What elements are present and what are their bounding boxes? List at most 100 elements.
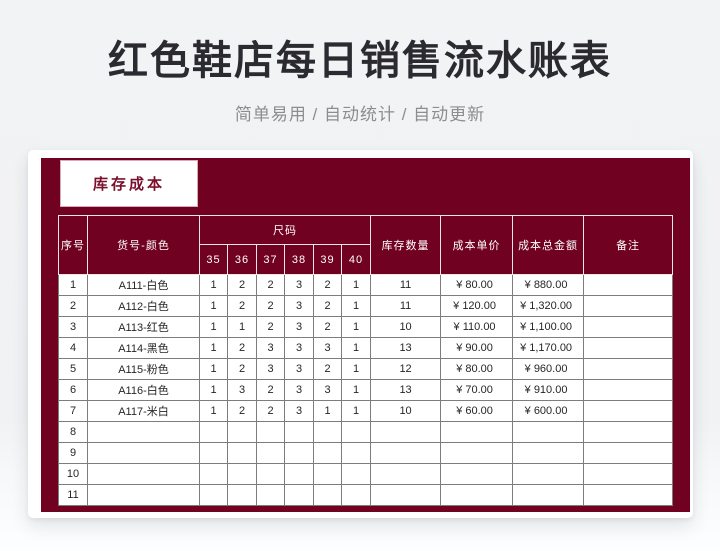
cell-remark[interactable] — [583, 295, 674, 317]
cell-unit-cost[interactable] — [440, 442, 514, 464]
cell-size-39[interactable]: 2 — [313, 274, 342, 296]
cell-stock-qty[interactable]: 10 — [370, 400, 442, 422]
cell-size-39[interactable]: 3 — [313, 337, 342, 359]
cell-remark[interactable] — [583, 274, 674, 296]
cell-stock-qty[interactable]: 13 — [370, 337, 442, 359]
cell-size-36[interactable]: 3 — [227, 379, 257, 401]
cell-size-37[interactable]: 3 — [256, 358, 285, 380]
cell-total-cost[interactable]: ¥ 600.00 — [512, 400, 585, 422]
cell-item-color[interactable]: A117-米白 — [87, 400, 200, 422]
cell-size-36[interactable]: 1 — [227, 316, 257, 338]
cell-size-39[interactable]: 2 — [313, 358, 342, 380]
cell-size-36[interactable] — [227, 484, 257, 506]
cell-item-color[interactable] — [87, 463, 200, 485]
cell-item-color[interactable]: A114-黑色 — [87, 337, 200, 359]
cell-index[interactable]: 11 — [58, 484, 88, 506]
cell-size-38[interactable] — [284, 421, 314, 443]
cell-unit-cost[interactable] — [440, 463, 514, 485]
cell-total-cost[interactable] — [512, 484, 585, 506]
cell-size-35[interactable]: 1 — [199, 358, 228, 380]
cell-total-cost[interactable]: ¥ 1,100.00 — [512, 316, 585, 338]
cell-unit-cost[interactable]: ¥ 70.00 — [440, 379, 514, 401]
cell-total-cost[interactable]: ¥ 880.00 — [512, 274, 585, 296]
cell-size-39[interactable]: 3 — [313, 379, 342, 401]
cell-total-cost[interactable] — [512, 421, 585, 443]
cell-stock-qty[interactable] — [370, 484, 442, 506]
cell-remark[interactable] — [583, 316, 674, 338]
cell-size-35[interactable]: 1 — [199, 295, 228, 317]
cell-total-cost[interactable]: ¥ 960.00 — [512, 358, 585, 380]
cell-size-35[interactable]: 1 — [199, 337, 228, 359]
cell-total-cost[interactable]: ¥ 1,170.00 — [512, 337, 585, 359]
cell-total-cost[interactable] — [512, 463, 585, 485]
cell-size-37[interactable]: 2 — [256, 379, 285, 401]
cell-stock-qty[interactable] — [370, 463, 442, 485]
cell-size-40[interactable] — [340, 421, 372, 443]
cell-unit-cost[interactable] — [440, 484, 514, 506]
cell-size-36[interactable] — [227, 421, 257, 443]
cell-size-36[interactable]: 2 — [227, 295, 257, 317]
cell-size-38[interactable]: 3 — [284, 295, 314, 317]
cell-remark[interactable] — [583, 484, 674, 506]
cell-stock-qty[interactable]: 11 — [370, 274, 442, 296]
cell-size-39[interactable] — [313, 421, 342, 443]
cell-item-color[interactable]: A116-白色 — [87, 379, 200, 401]
cell-stock-qty[interactable] — [370, 442, 442, 464]
cell-unit-cost[interactable]: ¥ 90.00 — [440, 337, 514, 359]
cell-remark[interactable] — [583, 379, 674, 401]
cell-size-35[interactable]: 1 — [199, 274, 228, 296]
cell-size-37[interactable] — [256, 484, 285, 506]
cell-stock-qty[interactable]: 12 — [370, 358, 442, 380]
cell-unit-cost[interactable]: ¥ 110.00 — [440, 316, 514, 338]
cell-stock-qty[interactable]: 13 — [370, 379, 442, 401]
cell-size-40[interactable]: 1 — [340, 358, 372, 380]
cell-item-color[interactable]: A113-红色 — [87, 316, 200, 338]
cell-size-37[interactable]: 2 — [256, 400, 285, 422]
cell-item-color[interactable]: A112-白色 — [87, 295, 200, 317]
cell-remark[interactable] — [583, 442, 674, 464]
cell-size-38[interactable]: 3 — [284, 337, 314, 359]
cell-size-37[interactable]: 2 — [256, 295, 285, 317]
cell-size-39[interactable]: 2 — [313, 295, 342, 317]
cell-size-40[interactable]: 1 — [340, 400, 372, 422]
cell-unit-cost[interactable]: ¥ 120.00 — [440, 295, 514, 317]
cell-size-36[interactable] — [227, 463, 257, 485]
cell-remark[interactable] — [583, 337, 674, 359]
cell-index[interactable]: 3 — [58, 316, 88, 338]
cell-size-40[interactable] — [340, 484, 372, 506]
cell-item-color[interactable] — [87, 442, 200, 464]
cell-size-38[interactable] — [284, 463, 314, 485]
cell-size-40[interactable]: 1 — [340, 316, 372, 338]
cell-size-38[interactable]: 3 — [284, 400, 314, 422]
cell-size-40[interactable]: 1 — [340, 274, 372, 296]
cell-size-38[interactable]: 3 — [284, 358, 314, 380]
cell-size-37[interactable] — [256, 463, 285, 485]
cell-remark[interactable] — [583, 421, 674, 443]
cell-size-39[interactable] — [313, 484, 342, 506]
cell-remark[interactable] — [583, 463, 674, 485]
cell-unit-cost[interactable] — [440, 421, 514, 443]
cell-stock-qty[interactable] — [370, 421, 442, 443]
cell-remark[interactable] — [583, 358, 674, 380]
cell-size-35[interactable] — [199, 421, 228, 443]
cell-size-38[interactable]: 3 — [284, 274, 314, 296]
cell-stock-qty[interactable]: 10 — [370, 316, 442, 338]
cell-size-35[interactable] — [199, 484, 228, 506]
cell-index[interactable]: 7 — [58, 400, 88, 422]
cell-size-35[interactable]: 1 — [199, 379, 228, 401]
cell-index[interactable]: 8 — [58, 421, 88, 443]
cell-size-40[interactable]: 1 — [340, 337, 372, 359]
cell-size-36[interactable]: 2 — [227, 274, 257, 296]
cell-unit-cost[interactable]: ¥ 60.00 — [440, 400, 514, 422]
cell-size-38[interactable] — [284, 484, 314, 506]
cell-item-color[interactable]: A115-粉色 — [87, 358, 200, 380]
cell-unit-cost[interactable]: ¥ 80.00 — [440, 358, 514, 380]
cell-index[interactable]: 9 — [58, 442, 88, 464]
sheet-tab-inventory-cost[interactable]: 库存成本 — [60, 160, 198, 207]
cell-size-36[interactable]: 2 — [227, 400, 257, 422]
cell-index[interactable]: 1 — [58, 274, 88, 296]
cell-total-cost[interactable] — [512, 442, 585, 464]
cell-item-color[interactable] — [87, 421, 200, 443]
cell-item-color[interactable] — [87, 484, 200, 506]
cell-total-cost[interactable]: ¥ 910.00 — [512, 379, 585, 401]
